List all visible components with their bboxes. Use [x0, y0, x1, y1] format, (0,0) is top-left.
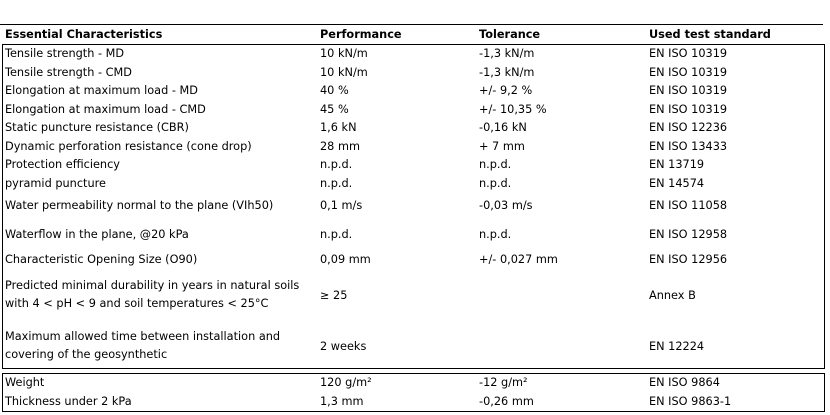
row-performance: n.p.d.	[320, 158, 353, 171]
row-tolerance: -0,03 m/s	[479, 199, 533, 212]
row-standard: EN ISO 9864	[649, 376, 720, 389]
row-performance: 45 %	[320, 103, 349, 116]
row-performance: 28 mm	[320, 140, 360, 153]
row-standard: EN ISO 10319	[649, 47, 728, 60]
row-standard: EN ISO 10319	[649, 103, 728, 116]
row-tolerance: n.p.d.	[479, 177, 512, 190]
row-standard: EN 12224	[649, 340, 705, 353]
row-tolerance: +/- 0,027 mm	[479, 253, 558, 266]
table-frame-bottom	[2, 373, 825, 412]
table-frame-top	[2, 44, 825, 369]
row-performance: 0,09 mm	[320, 253, 371, 266]
row-characteristic: pyramid puncture	[5, 177, 106, 190]
row-characteristic: Dynamic perforation resistance (cone dro…	[5, 140, 252, 153]
row-performance: 2 weeks	[320, 340, 367, 353]
row-tolerance: n.p.d.	[479, 158, 512, 171]
row-characteristic: Static puncture resistance (CBR)	[5, 121, 189, 134]
row-performance: 10 kN/m	[320, 66, 368, 79]
row-characteristic: Water permeability normal to the plane (…	[5, 199, 274, 212]
row-characteristic: Characteristic Opening Size (O90)	[5, 253, 198, 266]
row-characteristic: Elongation at maximum load - CMD	[5, 103, 206, 116]
row-characteristic: Predicted minimal durability in years in…	[5, 279, 300, 310]
row-tolerance: +/- 10,35 %	[479, 103, 547, 116]
row-performance: 10 kN/m	[320, 47, 368, 60]
row-standard: EN ISO 11058	[649, 199, 728, 212]
row-standard: EN 13719	[649, 158, 705, 171]
row-performance: 0,1 m/s	[320, 199, 363, 212]
row-tolerance: + 7 mm	[479, 140, 525, 153]
row-characteristic: Tensile strength - CMD	[5, 66, 132, 79]
row-standard: EN 14574	[649, 177, 705, 190]
row-standard: EN ISO 10319	[649, 84, 728, 97]
row-standard: EN ISO 13433	[649, 140, 728, 153]
row-tolerance: -0,26 mm	[479, 395, 534, 408]
row-standard: EN ISO 12956	[649, 253, 728, 266]
row-tolerance: +/- 9,2 %	[479, 84, 533, 97]
row-performance: 120 g/m²	[320, 376, 372, 389]
header-tolerance: Tolerance	[479, 28, 541, 41]
row-characteristic: Weight	[5, 376, 45, 389]
header-bottom-line	[0, 24, 823, 25]
row-characteristic: Thickness under 2 kPa	[5, 395, 132, 408]
row-performance: 1,6 kN	[320, 121, 357, 134]
row-characteristic: Protection efficiency	[5, 158, 120, 171]
row-characteristic: Waterflow in the plane, @20 kPa	[5, 228, 189, 241]
row-characteristic: Tensile strength - MD	[5, 47, 125, 60]
row-performance: 40 %	[320, 84, 349, 97]
row-tolerance: n.p.d.	[479, 228, 512, 241]
row-performance: n.p.d.	[320, 177, 353, 190]
header-standard: Used test standard	[649, 28, 771, 41]
row-standard: Annex B	[649, 289, 696, 302]
row-performance: n.p.d.	[320, 228, 353, 241]
row-tolerance: -1,3 kN/m	[479, 66, 535, 79]
row-standard: EN ISO 9863-1	[649, 395, 732, 408]
row-tolerance: -1,3 kN/m	[479, 47, 535, 60]
row-characteristic: Maximum allowed time between installatio…	[5, 330, 281, 361]
row-performance: ≥ 25	[320, 289, 348, 302]
row-standard: EN ISO 10319	[649, 66, 728, 79]
header-characteristic: Essential Characteristics	[5, 28, 163, 41]
header-performance: Performance	[320, 28, 402, 41]
row-standard: EN ISO 12236	[649, 121, 728, 134]
row-tolerance: -12 g/m²	[479, 376, 528, 389]
row-tolerance: -0,16 kN	[479, 121, 527, 134]
row-standard: EN ISO 12958	[649, 228, 728, 241]
row-characteristic: Elongation at maximum load - MD	[5, 84, 198, 97]
row-performance: 1,3 mm	[320, 395, 364, 408]
